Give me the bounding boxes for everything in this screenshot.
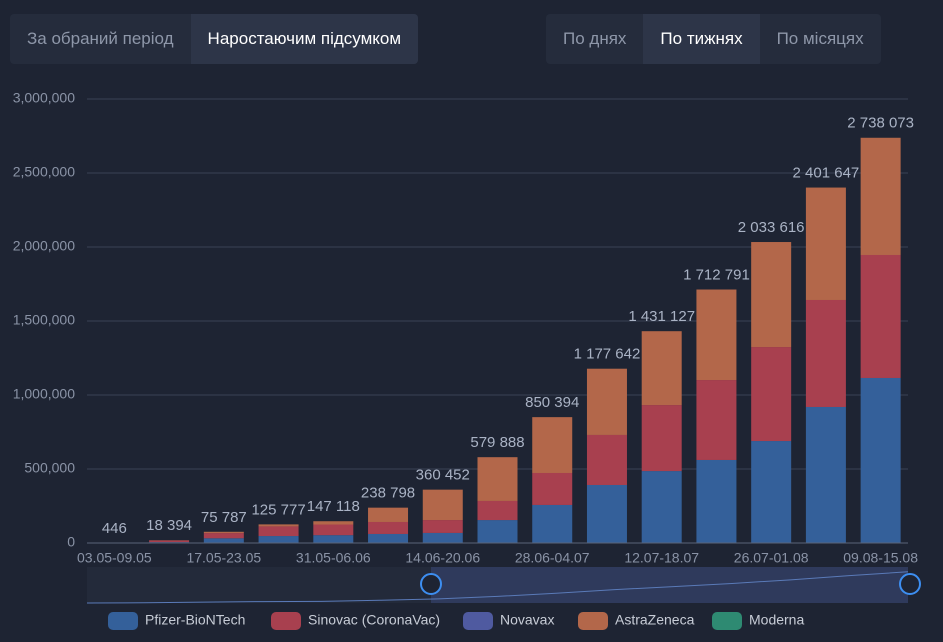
bar-segment: [532, 472, 573, 505]
total-label: 18 394: [146, 517, 192, 534]
total-label: 2 401 647: [793, 165, 860, 182]
tab[interactable]: По днях: [563, 29, 627, 48]
bar-segment: [805, 299, 846, 407]
total-label: 1 712 791: [683, 266, 750, 283]
bar-segment: [422, 520, 463, 533]
step-tabs: По днях По тижнях По місяцях: [546, 14, 881, 64]
navigator-line: [86, 571, 909, 604]
legend-swatch: [463, 612, 493, 630]
bar-segment: [368, 533, 409, 543]
bar-segment: [203, 531, 244, 534]
bar-segment: [313, 524, 354, 536]
bar-segment: [313, 521, 354, 525]
bar-segment: [422, 532, 463, 543]
tab[interactable]: За обраний період: [27, 29, 174, 48]
bar-segment: [586, 368, 627, 435]
bar-segment: [149, 540, 190, 543]
bar-segment: [641, 471, 682, 543]
bar-segment: [586, 434, 627, 485]
bar-segment: [368, 521, 409, 534]
total-label: 850 394: [525, 394, 579, 411]
y-tick-label: 1,000,000: [13, 386, 75, 402]
navigator-handle[interactable]: [899, 573, 921, 595]
navigator-selection: [431, 567, 908, 603]
bar-segment: [477, 520, 518, 543]
legend-label: Sinovac (CoronaVac): [308, 612, 440, 628]
bar-segment: [751, 242, 792, 348]
legend-swatch: [271, 612, 301, 630]
x-tick-label: 31.05-06.06: [296, 550, 371, 566]
legend-swatch: [712, 612, 742, 630]
bar-segment: [477, 500, 518, 521]
bar-segment: [751, 441, 792, 543]
total-label: 2 033 616: [738, 219, 805, 236]
bar-segment: [860, 254, 901, 378]
y-tick-label: 1,500,000: [13, 312, 75, 328]
x-tick-label: 26.07-01.08: [734, 550, 809, 566]
bar-segment: [696, 289, 737, 381]
total-label: 360 452: [416, 467, 470, 484]
x-tick-label: 14.06-20.06: [405, 550, 480, 566]
y-tick-label: 2,000,000: [13, 238, 75, 254]
bar-segment: [586, 484, 627, 543]
total-label: 238 798: [361, 485, 415, 502]
x-tick-label: 03.05-09.05: [77, 550, 152, 566]
y-tick-label: 3,000,000: [13, 90, 75, 106]
legend-label: Pfizer-BioNTech: [145, 612, 245, 628]
legend-swatch: [108, 612, 138, 630]
x-tick-label: 17.05-23.05: [186, 550, 261, 566]
bar-segment: [860, 377, 901, 543]
bar-segment: [258, 526, 299, 537]
tab[interactable]: По місяцях: [776, 29, 864, 48]
bar-segment: [258, 524, 299, 527]
bar-segment: [477, 457, 518, 501]
bar-segment: [860, 137, 901, 255]
legend-label: Novavax: [500, 612, 554, 628]
bar-segment: [258, 536, 299, 543]
bar-segment: [203, 533, 244, 539]
x-tick-label: 28.06-04.07: [515, 550, 590, 566]
x-tick-label: 12.07-18.07: [624, 550, 699, 566]
total-label: 579 888: [470, 434, 524, 451]
tab[interactable]: Наростаючим підсумком: [190, 14, 419, 64]
total-label: 125 777: [251, 501, 305, 518]
total-label: 75 787: [201, 509, 247, 526]
bar-segment: [696, 459, 737, 543]
bar-segment: [805, 187, 846, 300]
period-tabs: За обраний період Наростаючим підсумком: [10, 14, 419, 64]
legend-label: Moderna: [749, 612, 804, 628]
total-label: 147 118: [307, 498, 360, 515]
bar-segment: [313, 535, 354, 543]
bar-segment: [641, 405, 682, 472]
y-tick-label: 0: [67, 534, 75, 550]
bar-segment: [532, 417, 573, 473]
bar-segment: [422, 489, 463, 521]
x-tick-label: 09.08-15.08: [843, 550, 918, 566]
bar-segment: [532, 504, 573, 543]
y-tick-label: 500,000: [24, 460, 75, 476]
bar-segment: [641, 331, 682, 406]
legend-label: AstraZeneca: [615, 612, 695, 628]
navigator-handle[interactable]: [420, 573, 442, 595]
total-label: 1 177 642: [574, 346, 641, 363]
tab[interactable]: По тижнях: [643, 14, 760, 64]
total-label: 1 431 127: [628, 308, 695, 325]
y-tick-label: 2,500,000: [13, 164, 75, 180]
legend-swatch: [578, 612, 608, 630]
bar-segment: [696, 380, 737, 460]
bar-segment: [805, 406, 846, 543]
total-label: 446: [102, 520, 127, 537]
bar-segment: [751, 347, 792, 442]
bar-segment: [203, 538, 244, 543]
bar-segment: [368, 507, 409, 522]
total-label: 2 738 073: [847, 115, 914, 132]
